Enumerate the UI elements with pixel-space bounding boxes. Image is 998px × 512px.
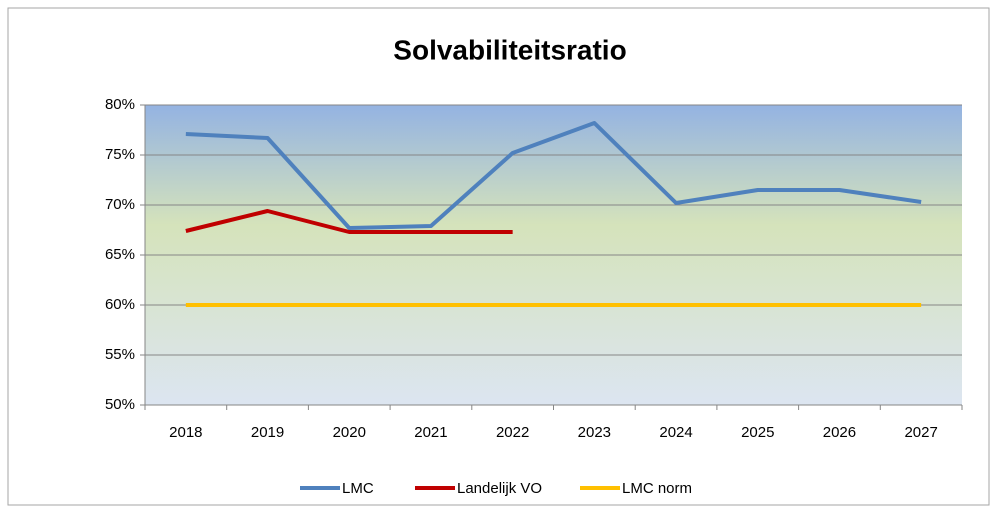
x-tick-label: 2023 [578, 424, 611, 441]
x-tick-label: 2020 [333, 424, 366, 441]
series-line [185, 209, 513, 234]
x-tick-label: 2024 [659, 424, 692, 441]
y-tick-label: 70% [105, 196, 135, 213]
x-tick-label: 2022 [496, 424, 529, 441]
y-tick-label: 80% [105, 96, 135, 113]
y-tick-label: 65% [105, 246, 135, 263]
x-tick-label: 2027 [904, 424, 937, 441]
series-line [185, 121, 922, 230]
y-tick-label: 55% [105, 346, 135, 363]
y-tick-label: 60% [105, 296, 135, 313]
x-tick-label: 2021 [414, 424, 447, 441]
chart-title: Solvabiliteitsratio [393, 34, 626, 65]
x-tick-label: 2018 [169, 424, 202, 441]
x-tick-label: 2026 [823, 424, 856, 441]
legend-label: LMC norm [622, 480, 692, 497]
x-tick-label: 2019 [251, 424, 284, 441]
x-tick-label: 2025 [741, 424, 774, 441]
legend-label: Landelijk VO [457, 480, 542, 497]
y-tick-label: 75% [105, 146, 135, 163]
y-tick-label: 50% [105, 396, 135, 413]
legend-label: LMC [342, 480, 374, 497]
